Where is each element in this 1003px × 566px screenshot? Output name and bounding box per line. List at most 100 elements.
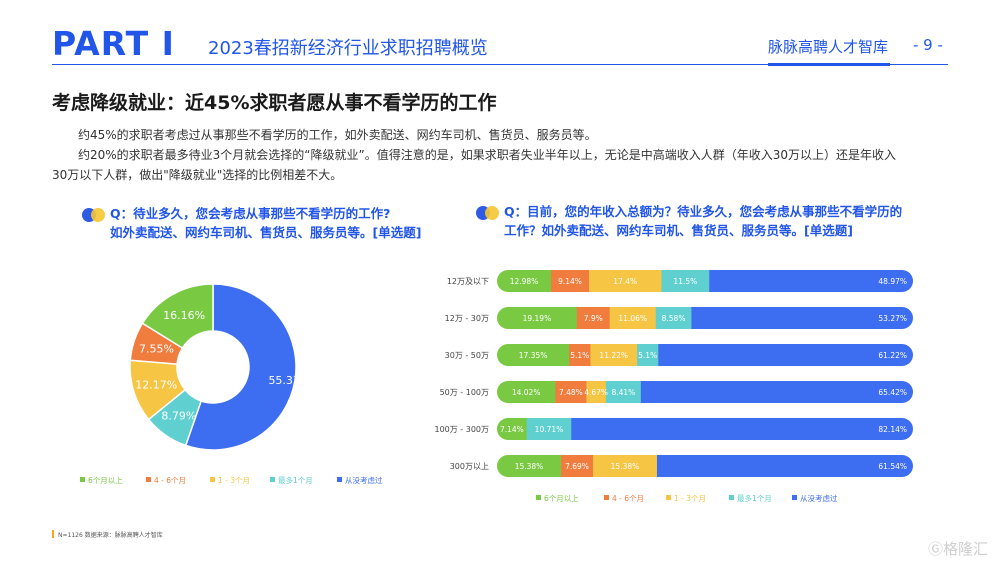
bar-row [497,344,913,366]
bar-legend: 6个月以上 4 - 6个月 1 - 3个月 最多1个月 从没考虑过 [536,493,838,503]
donut-slice-label: 7.55% [139,342,174,355]
legend-swatch [729,495,734,500]
bar-segment-label: 7.14% [500,425,524,434]
legend-swatch [792,495,797,500]
legend-swatch [210,477,215,482]
bar-segment [586,381,607,403]
bar-segment-label: 9.14% [558,277,582,286]
left-question-line1: Q：待业多久，您会考虑从事那些不看学历的工作? [110,206,391,221]
bar-segment-label: 14.02% [512,388,541,397]
bar-row [497,418,913,440]
legend-label: 1 - 3个月 [674,494,706,503]
bar-row [497,307,913,329]
bar-segment [551,270,590,292]
bar-segment [589,270,662,292]
legend-label: 1 - 3个月 [218,476,250,485]
bar-segment-label: 7.69% [565,462,589,471]
bar-segment-label: 15.38% [515,462,544,471]
bar-segment-label: 65.42% [878,388,907,397]
footer-marker [52,530,54,538]
bar-segment-label: 17.35% [519,351,548,360]
page-number: - 9 - [913,36,943,54]
legend-label: 6个月以上 [88,476,123,485]
legend-swatch [80,477,85,482]
bar-row [497,270,913,292]
bar-segment [571,418,913,440]
donut-slice-label: 8.79% [161,410,196,423]
bar-segment-label: 5.1% [570,351,589,360]
bar-segment-label: 11.06% [618,314,647,323]
bar-segment [576,307,611,329]
bar-segment [569,344,591,366]
legend-label: 4 - 6个月 [612,494,644,503]
bar-segment-label: 8.41% [611,388,635,397]
legend-swatch [270,477,275,482]
bar-segment [709,270,913,292]
page-headline: 考虑降级就业：近45%求职者愿从事不看学历的工作 [52,92,497,114]
bar-segment-label: 7.48% [559,388,583,397]
right-question-line2: 工作？如外卖配送、网约车司机、售货员、服务员等。[单选题] [504,223,853,238]
legend-label: 最多1个月 [737,493,772,503]
paragraph-1: 约45%的求职者考虑过从事那些不看学历的工作，如外卖配送、网约车司机、售货员、服… [78,128,597,142]
watermark-logo: Ⓖ格隆汇 [928,540,989,558]
bar-segment [605,381,642,403]
bar-segment-label: 82.14% [878,425,907,434]
bar-segment-label: 19.19% [523,314,552,323]
bar-segment-label: 53.27% [878,314,907,323]
legend-label: 最多1个月 [278,475,313,485]
legend-swatch [666,495,671,500]
bar-segment-label: 11.22% [599,351,628,360]
bar-segment-label: 61.54% [878,462,907,471]
part-label: PART Ⅰ [52,24,175,63]
paragraph-3: 30万以下人群，做出"降级就业"选择的比例相差不大。 [52,168,343,182]
donut-slice-label: 12.17% [135,379,177,392]
bar-segment [526,418,572,440]
bar-segment [497,270,552,292]
legend-swatch [604,495,609,500]
bar-segment [658,344,913,366]
right-question-line1: Q：目前，您的年收入总额为？待业多久，您会考虑从事那些不看学历的 [504,204,903,219]
bar-segment [497,307,578,329]
bar-segment-label: 48.97% [878,277,907,286]
legend-label: 4 - 6个月 [154,476,186,485]
bar-category-label: 12万 - 30万 [445,314,489,323]
bar-segment-label: 8.58% [662,314,686,323]
bar-segment [592,455,658,477]
bar-segment [590,344,638,366]
legend-label: 6个月以上 [544,494,579,503]
bar-category-label: 300万以上 [450,462,489,471]
bar-row [497,455,913,477]
donut-slice [141,283,214,350]
bar-segment [655,307,692,329]
legend-label: 从没考虑过 [800,493,838,503]
source-note: N=1126 数据来源：脉脉高聘人才智库 [58,532,163,539]
bar-row [497,381,913,403]
bar-segment-label: 10.71% [535,425,564,434]
bar-segment-label: 4.67% [584,388,608,397]
bar-segment-label: 61.22% [878,351,907,360]
donut-slice-label: 16.16% [163,309,205,322]
bar-segment-label: 15.38% [611,462,640,471]
bar-segment [497,381,556,403]
bar-segment-label: 7.9% [584,314,603,323]
question-bullet-icon [476,206,502,220]
bar-segment-label: 12.98% [510,277,539,286]
bar-segment [661,270,710,292]
question-bullet-icon [82,208,108,222]
bar-segment-label: 11.5% [673,277,697,286]
legend-swatch [536,495,541,500]
report-title: 2023春招新经济行业求职招聘概览 [208,38,488,59]
bar-segment [640,381,913,403]
bar-segment [497,418,528,440]
bar-segment [637,344,659,366]
bar-segment [656,455,913,477]
bar-category-label: 30万 - 50万 [445,351,489,360]
bar-category-label: 50万 - 100万 [440,388,489,397]
stacked-bar-chart: 12万及以下 12.98% 9.14% 17.4% 11.5% 48.97% 12万 - 3… [434,270,913,477]
paragraph-2: 约20%的求职者最多待业3个月就会选择的“降级就业”。值得注意的是，如果求职者失… [78,148,897,162]
bar-segment [497,455,562,477]
bar-category-label: 100万 - 300万 [434,425,489,434]
legend-label: 从没考虑过 [345,475,383,485]
left-question-line2: 如外卖配送、网约车司机、售货员、服务员等。[单选题] [110,225,422,240]
